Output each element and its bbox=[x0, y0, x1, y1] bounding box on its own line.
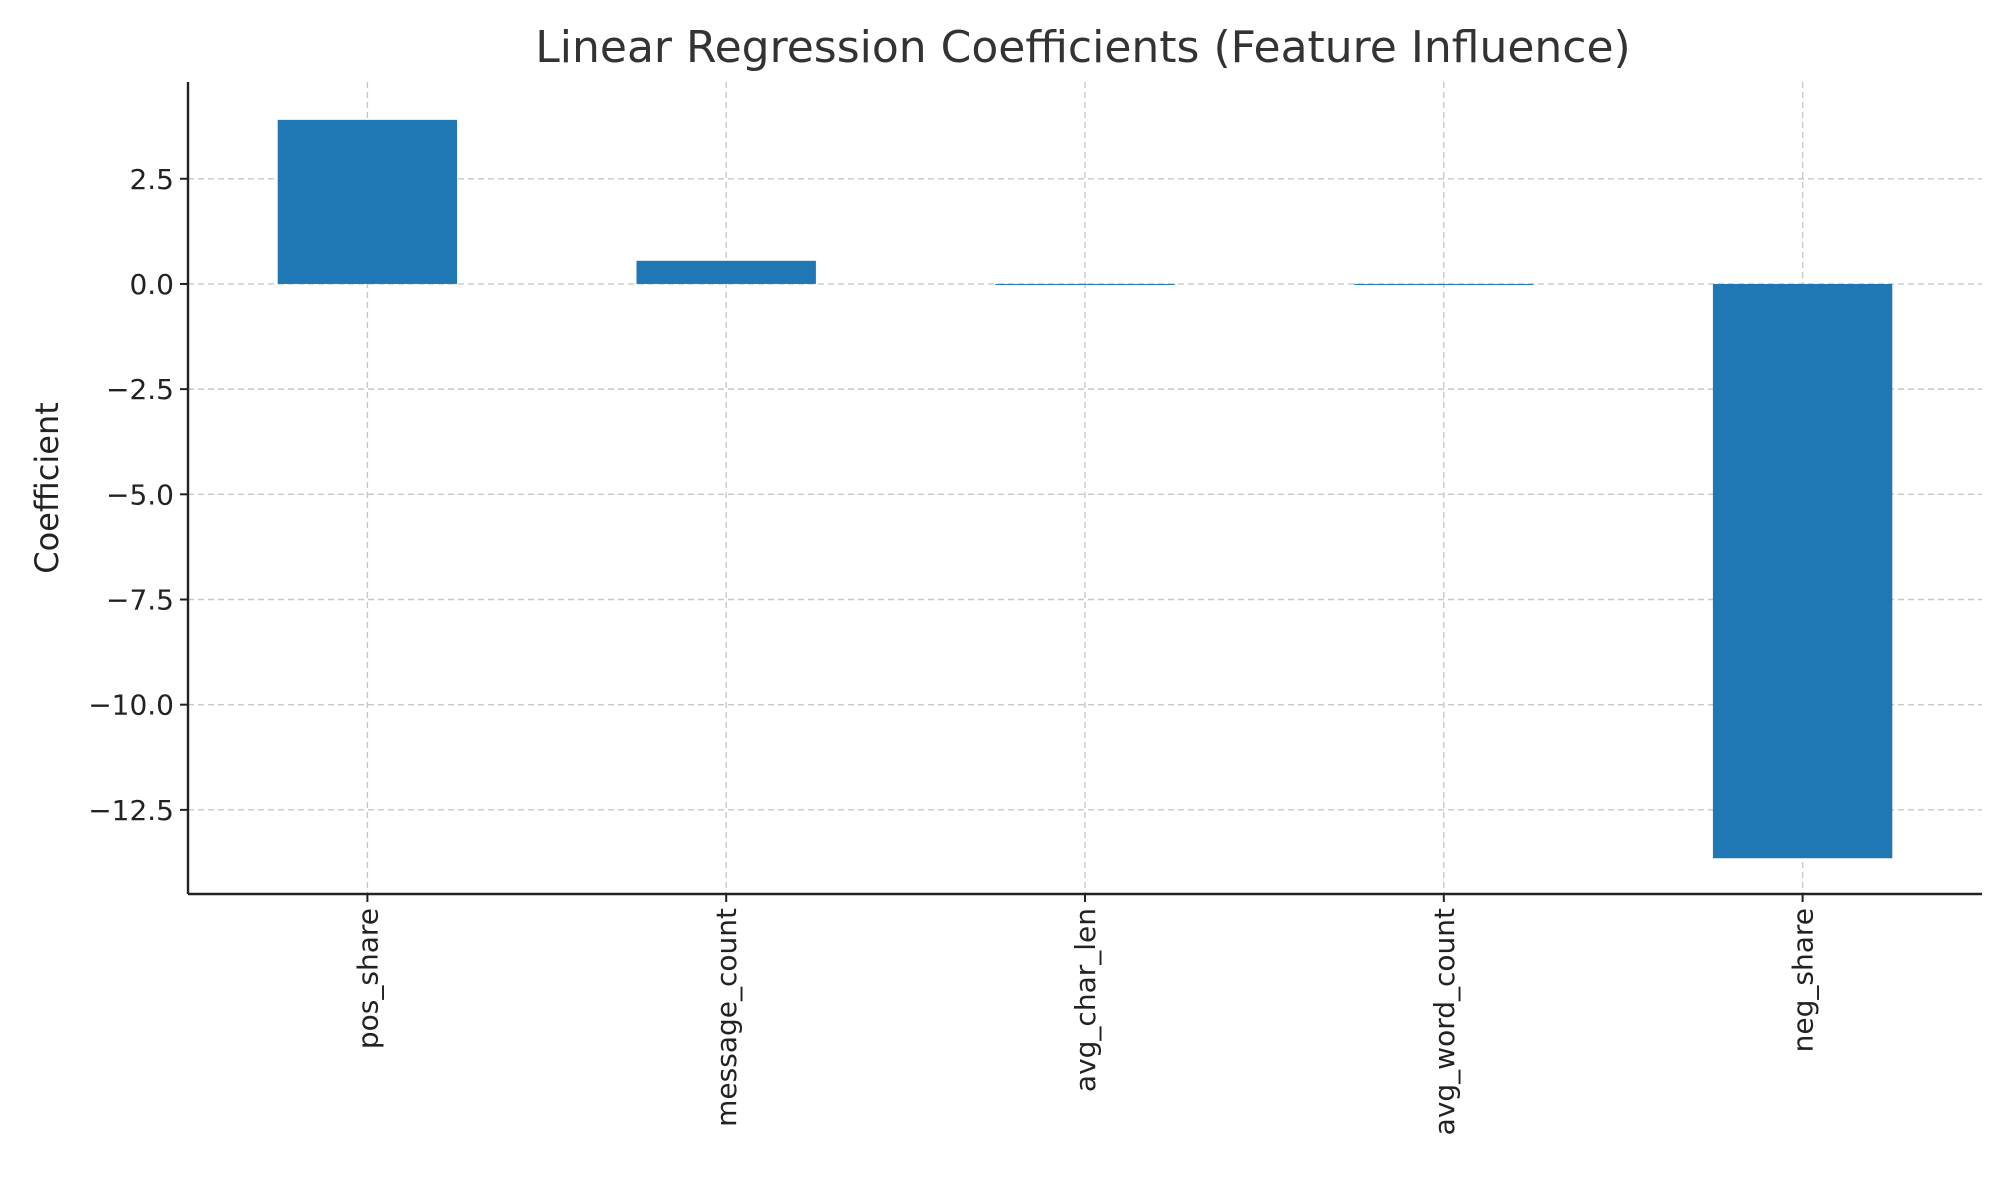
bar-pos_share bbox=[277, 119, 458, 284]
y-axis-label: Coefficient bbox=[28, 402, 66, 574]
y-tick-label: 0.0 bbox=[129, 268, 174, 301]
bar-avg_char_len bbox=[995, 283, 1175, 285]
y-tick-label: −2.5 bbox=[106, 373, 174, 406]
x-tick-label: avg_char_len bbox=[1069, 908, 1102, 1092]
y-ticks: 2.5 0.0 −2.5 −5.0 −7.5 −10.0 −12.5 bbox=[88, 163, 188, 827]
x-tick-label: pos_share bbox=[351, 908, 384, 1049]
x-tick-label: neg_share bbox=[1787, 908, 1820, 1052]
y-tick-label: −5.0 bbox=[106, 478, 174, 511]
x-tick-label: message_count bbox=[710, 908, 743, 1127]
bar-message_count bbox=[636, 260, 816, 284]
x-ticks: pos_share message_count avg_char_len avg_wo… bbox=[351, 894, 1820, 1135]
y-tick-label: −12.5 bbox=[88, 794, 174, 827]
y-tick-label: −10.0 bbox=[88, 689, 174, 722]
bars bbox=[277, 119, 1893, 859]
bar-neg_share bbox=[1712, 283, 1893, 859]
y-tick-label: 2.5 bbox=[129, 163, 174, 196]
x-tick-label: avg_word_count bbox=[1428, 908, 1461, 1135]
bar-avg_word_count bbox=[1354, 283, 1534, 285]
chart-title: Linear Regression Coefficients (Feature … bbox=[535, 22, 1630, 73]
y-tick-label: −7.5 bbox=[106, 583, 174, 616]
